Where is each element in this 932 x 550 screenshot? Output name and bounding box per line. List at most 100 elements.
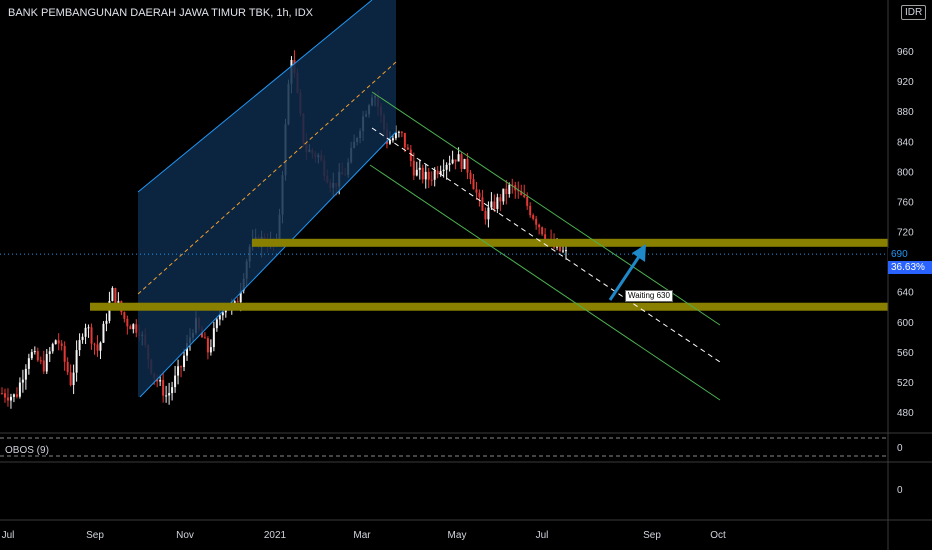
- candle-body: [520, 190, 523, 196]
- candle-body: [236, 301, 239, 303]
- candle-body: [162, 380, 165, 396]
- osc-scale-label: 0: [897, 443, 903, 454]
- candle-body: [186, 343, 189, 356]
- candle-body: [565, 250, 567, 252]
- candle-body: [21, 379, 24, 383]
- candle-body: [508, 184, 511, 195]
- candle-body: [84, 327, 87, 337]
- x-tick-label: Jul: [2, 530, 15, 541]
- candle-body: [69, 372, 72, 386]
- candle-body: [454, 159, 457, 162]
- y-tick-label: 600: [897, 318, 914, 329]
- candle-body: [388, 140, 391, 144]
- candle-body: [129, 326, 132, 330]
- time-axis: Jul Sep Nov 2021 Mar May Jul Sep Oct: [2, 530, 726, 541]
- candle-body: [78, 340, 81, 351]
- candle-body: [544, 234, 547, 241]
- waiting-annotation[interactable]: Waiting 630: [625, 290, 673, 302]
- candle-body: [478, 192, 481, 198]
- y-tick-label: 760: [897, 197, 914, 208]
- change-pct-badge: 36.63%: [888, 261, 932, 274]
- candle-body: [394, 132, 397, 139]
- candle-body: [523, 195, 526, 197]
- candle-body: [60, 343, 63, 346]
- candle-body: [218, 315, 221, 320]
- candle-body: [487, 207, 490, 220]
- chart-title: BANK PEMBANGUNAN DAERAH JAWA TIMUR TBK, …: [8, 7, 314, 19]
- x-tick-label: Sep: [643, 530, 661, 541]
- x-tick-label: Nov: [176, 530, 194, 541]
- candle-body: [36, 351, 39, 361]
- osc-scale-label: 0: [897, 485, 903, 496]
- candle-body: [460, 154, 463, 169]
- currency-label[interactable]: IDR: [901, 5, 927, 20]
- down-channel-upper: [371, 91, 721, 326]
- y-tick-label: 560: [897, 348, 914, 359]
- candle-body: [442, 169, 445, 172]
- candle-body: [406, 147, 409, 150]
- down-channel-lower: [369, 164, 721, 401]
- candle-body: [6, 397, 9, 401]
- candle-body: [391, 138, 394, 141]
- candle-body: [526, 196, 529, 206]
- candle-body: [203, 337, 206, 339]
- candle-body: [108, 300, 111, 321]
- candle-body: [30, 352, 33, 359]
- last-price-badge: 690: [888, 248, 932, 261]
- y-tick-label: 840: [897, 137, 914, 148]
- candle-body: [206, 338, 209, 353]
- rising-channel-lower: [139, 131, 397, 398]
- candle-body: [159, 380, 162, 382]
- x-tick-label: Sep: [86, 530, 104, 541]
- candle-body: [448, 163, 451, 165]
- x-tick-label: 2021: [264, 530, 287, 541]
- x-tick-label: May: [448, 530, 467, 541]
- candle-body: [96, 344, 99, 351]
- candle-body: [72, 372, 75, 386]
- candle-body: [451, 159, 454, 164]
- y-tick-label: 520: [897, 378, 914, 389]
- x-tick-label: Mar: [353, 530, 371, 541]
- candle-body: [457, 154, 460, 162]
- candle-body: [409, 149, 412, 161]
- candle-body: [535, 218, 538, 225]
- candle-body: [90, 327, 93, 344]
- rising-channel-upper: [137, 0, 373, 193]
- candle-body: [496, 197, 499, 209]
- candle-body: [412, 160, 415, 176]
- candle-body: [511, 184, 514, 186]
- candle-body: [177, 366, 180, 376]
- candle-body: [75, 350, 78, 373]
- candle-body: [165, 395, 168, 397]
- candle-body: [493, 201, 496, 209]
- drawing-tools: [0, 0, 888, 401]
- y-tick-label: 920: [897, 77, 914, 88]
- candle-body: [66, 361, 69, 373]
- candle-body: [111, 288, 114, 301]
- y-tick-label: 640: [897, 288, 914, 299]
- candle-body: [183, 355, 186, 367]
- candle-body: [466, 158, 469, 173]
- candle-body: [105, 320, 108, 324]
- support-zone: [252, 238, 888, 247]
- target-arrow-head: [632, 244, 646, 262]
- candle-body: [180, 366, 183, 368]
- candle-body: [18, 382, 21, 397]
- down-channel-median: [371, 127, 721, 363]
- candle-body: [156, 378, 159, 382]
- candle-body: [400, 131, 403, 133]
- candle-body: [87, 327, 90, 329]
- indicator-label[interactable]: OBOS (9): [5, 445, 49, 456]
- candle-body: [54, 340, 57, 345]
- candle-body: [3, 393, 6, 398]
- candle-body: [499, 197, 502, 202]
- y-tick-label: 800: [897, 167, 914, 178]
- candle-body: [490, 201, 493, 208]
- x-tick-label: Oct: [710, 530, 726, 541]
- candle-body: [126, 318, 129, 327]
- candle-body: [559, 243, 562, 252]
- candle-body: [472, 179, 475, 190]
- candle-body: [433, 170, 436, 180]
- y-tick-label: 880: [897, 107, 914, 118]
